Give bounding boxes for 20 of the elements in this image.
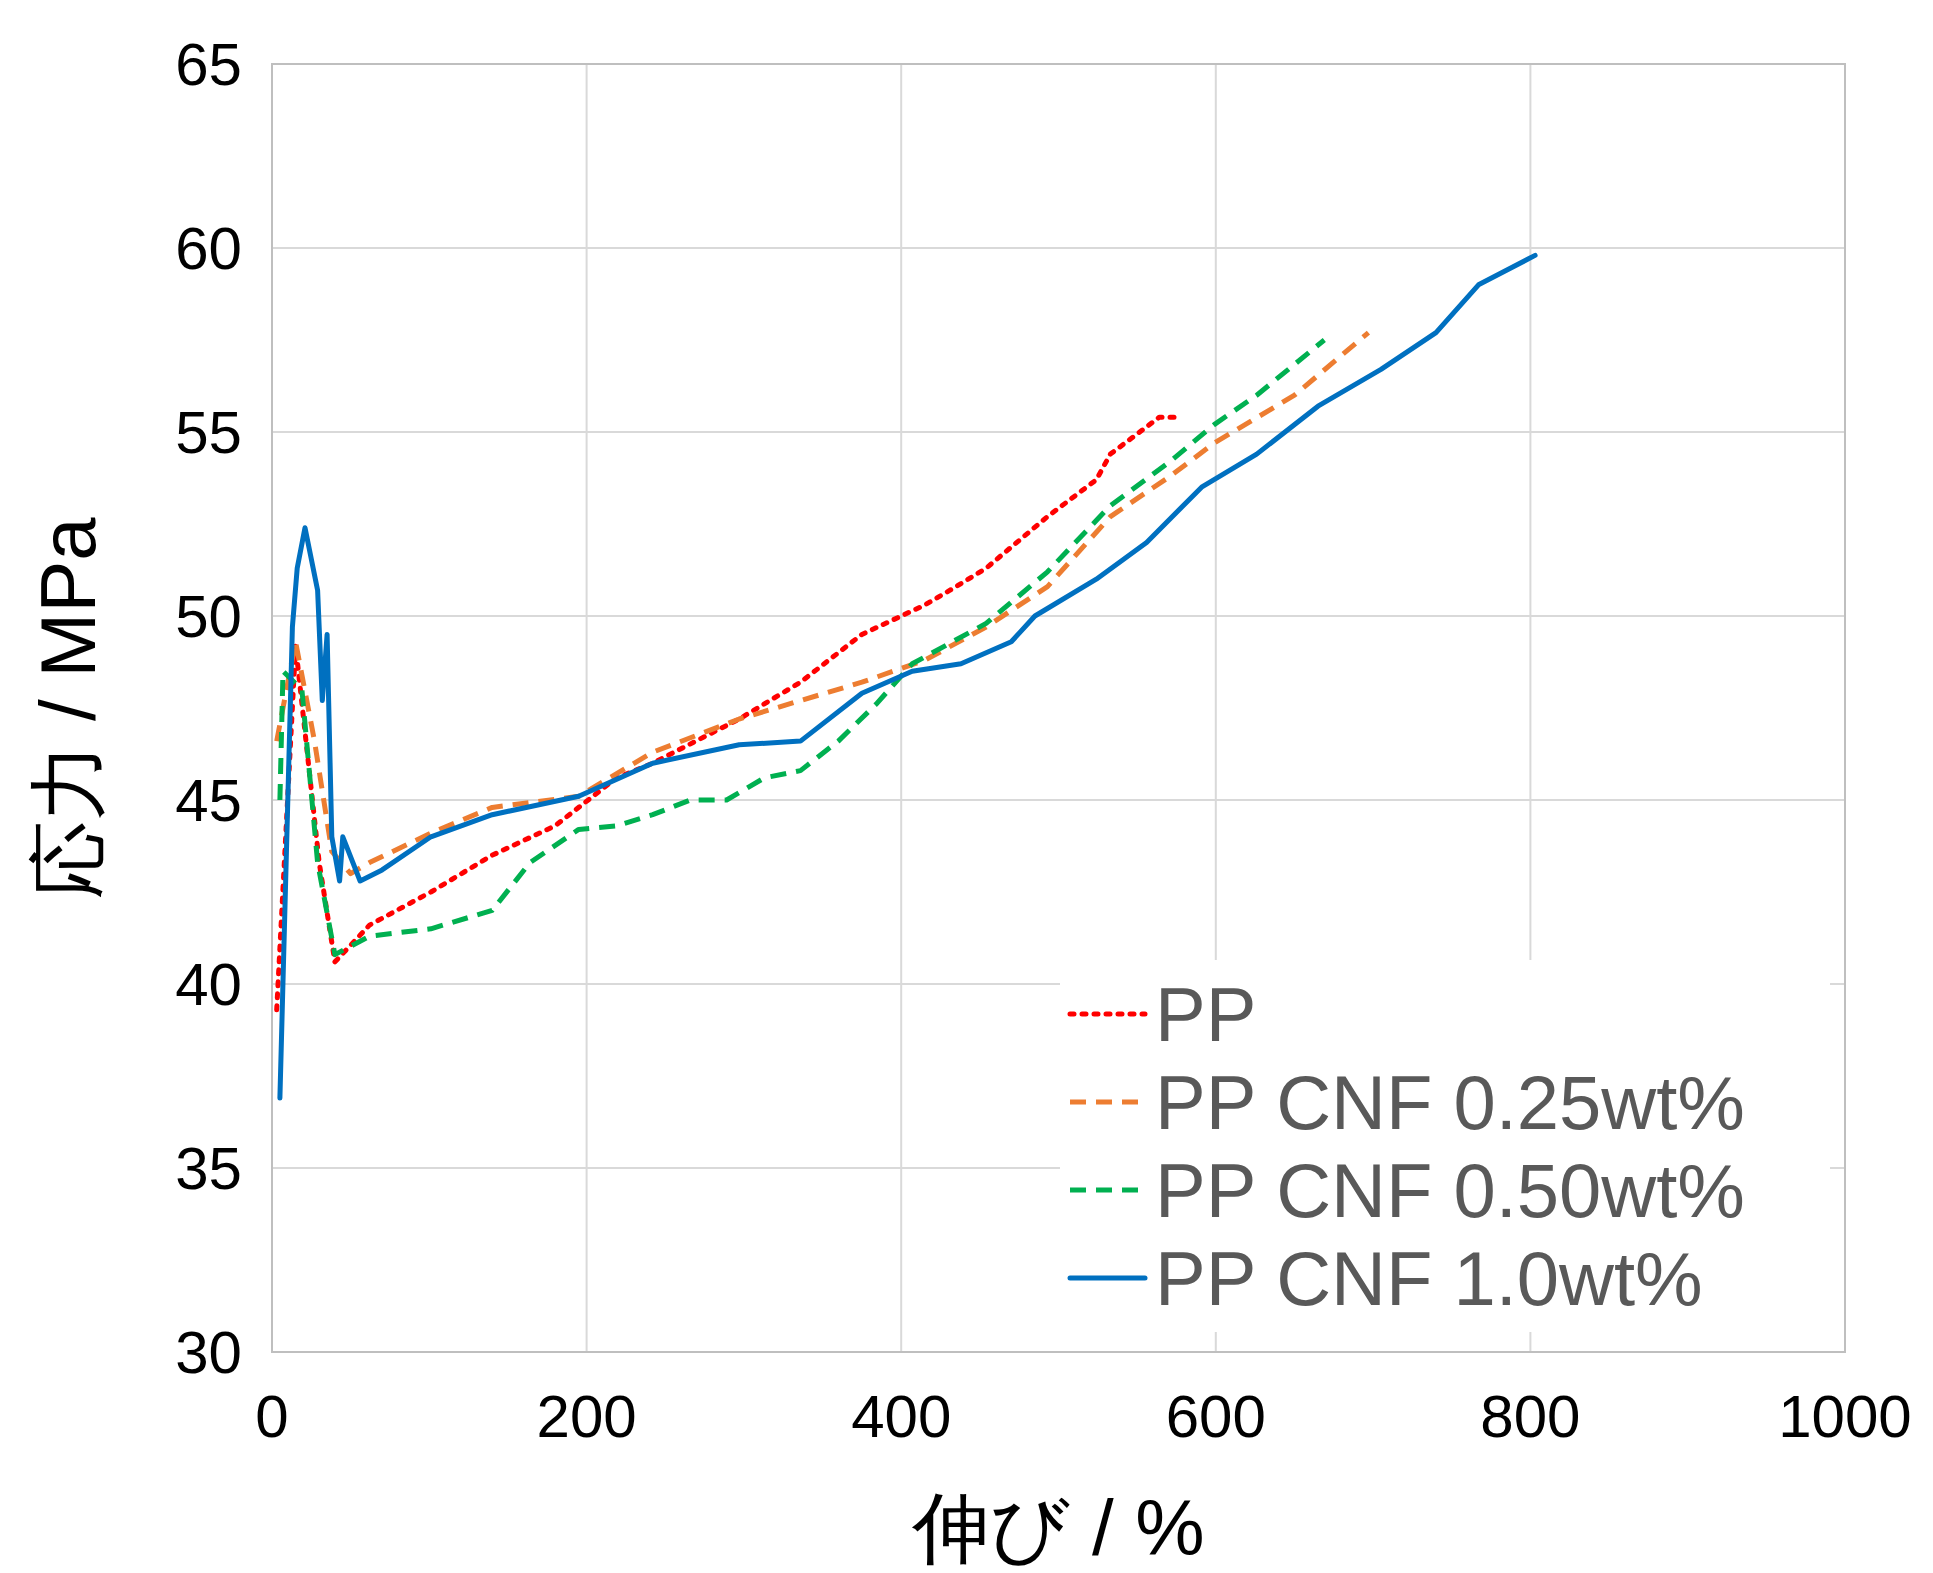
y-tick-label: 65 (175, 31, 242, 98)
y-tick-label: 50 (175, 583, 242, 650)
x-axis-title: 伸び / % (911, 1484, 1205, 1572)
y-tick-label: 35 (175, 1135, 242, 1202)
y-tick-label: 55 (175, 399, 242, 466)
x-tick-label: 0 (255, 1383, 289, 1450)
legend-label: PP CNF 0.25wt% (1155, 1060, 1745, 1145)
x-tick-label: 1000 (1778, 1383, 1912, 1450)
y-tick-label: 45 (175, 767, 242, 834)
legend-label: PP CNF 0.50wt% (1155, 1148, 1745, 1233)
y-tick-label: 40 (175, 951, 242, 1018)
x-tick-label: 800 (1480, 1383, 1581, 1450)
x-tick-label: 600 (1165, 1383, 1266, 1450)
y-axis-title: 応力 / MPa (24, 516, 112, 899)
y-tick-label: 30 (175, 1319, 242, 1386)
x-tick-label: 400 (851, 1383, 952, 1450)
y-tick-label: 60 (175, 215, 242, 282)
legend-label: PP (1155, 972, 1257, 1057)
x-tick-label: 200 (536, 1383, 637, 1450)
legend-label: PP CNF 1.0wt% (1155, 1236, 1703, 1321)
